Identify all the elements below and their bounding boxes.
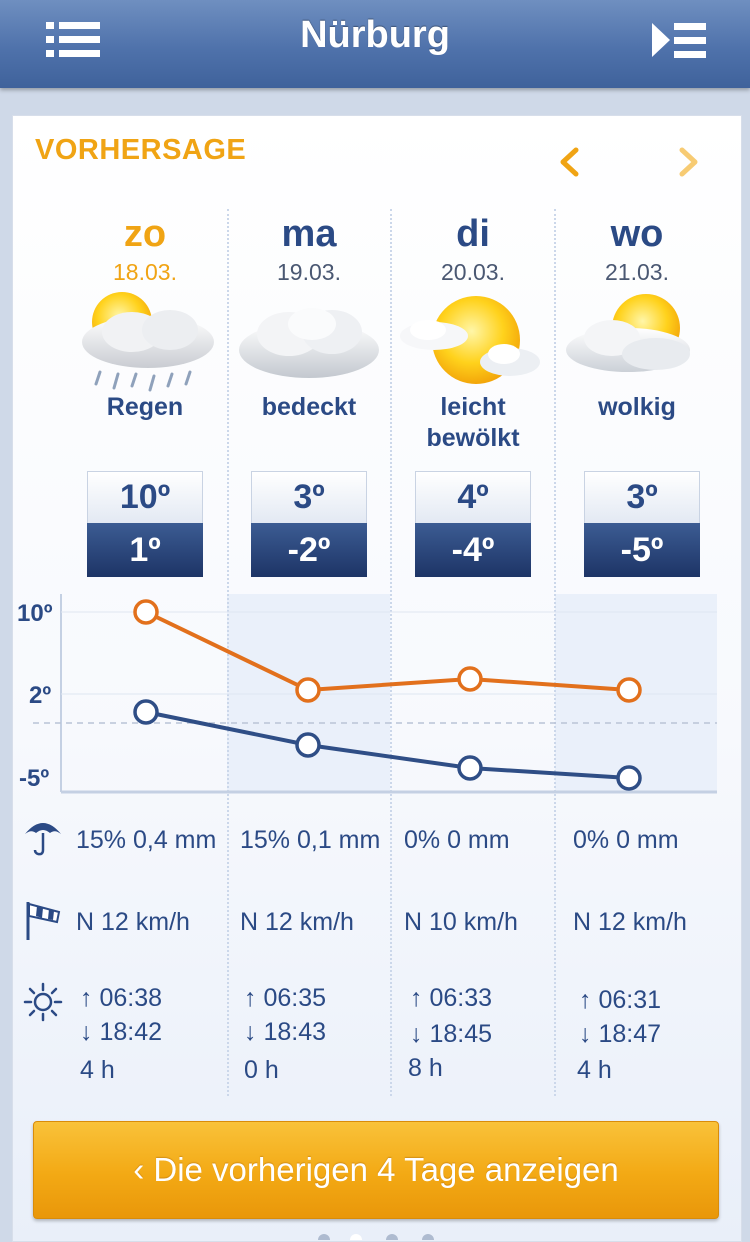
chevron-left-icon[interactable] (557, 146, 581, 178)
low-temp-line (145, 710, 630, 780)
day-of-week: zo (123, 213, 167, 255)
high-temp: 4º (415, 471, 531, 523)
day-of-week: di (456, 213, 490, 255)
high-temp-point (616, 677, 642, 703)
sun-hours: 0 h (244, 1056, 279, 1084)
list-menu-icon[interactable] (46, 20, 100, 60)
wind-value: N 12 km/h (573, 908, 687, 936)
page-indicator (318, 1234, 434, 1240)
day-column: di 20.03. leicht bewölkt (391, 211, 555, 454)
sun-hours: 4 h (80, 1056, 115, 1084)
high-temp-line (145, 610, 630, 693)
sunset-time: ↓ 18:43 (244, 1018, 327, 1046)
sunrise-time: ↑ 06:31 (579, 986, 662, 1014)
temperature-box: 4º -4º (415, 471, 531, 577)
overcast-cloud-icon (239, 308, 379, 378)
precip-value: 15% 0,1 mm (240, 826, 381, 854)
section-title: VORHERSAGE (35, 134, 247, 166)
precip-value: 0% 0 mm (573, 826, 679, 854)
high-temp: 3º (251, 471, 367, 523)
day-column: wo 21.03. wolkig (555, 211, 719, 423)
sunrise-time: ↑ 06:33 (410, 984, 493, 1012)
day-of-week: ma (281, 213, 337, 255)
sunrise-time: ↑ 06:35 (244, 984, 327, 1012)
day-column: ma 19.03. bedeckt (227, 211, 391, 423)
sun-cloud-rain-icon (82, 292, 214, 392)
sunrise-time: ↑ 06:38 (80, 984, 163, 1012)
temperature-chart (33, 594, 717, 794)
low-temp-point (457, 755, 483, 781)
forecast-card: VORHERSAGE zo 18.03. Regen (12, 115, 742, 1242)
windsock-icon (26, 902, 61, 940)
day-date: 18.03. (113, 259, 177, 285)
sun-cloud-icon (566, 294, 690, 372)
umbrella-icon (25, 823, 61, 856)
wind-value: N 12 km/h (76, 908, 190, 936)
sun-icon (23, 982, 63, 1022)
app-header: Nürburg (0, 0, 750, 88)
low-temp: -5º (584, 523, 700, 577)
high-temp: 10º (87, 471, 203, 523)
wind-value: N 12 km/h (240, 908, 354, 936)
low-temp-point (133, 699, 159, 725)
column-divider (390, 209, 392, 1096)
high-temp-point (457, 666, 483, 692)
condition-label: Regen (106, 393, 184, 421)
sunset-time: ↓ 18:47 (579, 1020, 662, 1048)
temperature-box: 3º -5º (584, 471, 700, 577)
day-of-week: wo (610, 213, 664, 255)
y-tick-label: 10º (17, 600, 53, 627)
chevron-right-icon[interactable] (677, 146, 701, 178)
day-date: 20.03. (441, 259, 505, 285)
high-temp-point (295, 677, 321, 703)
y-tick-label: -5º (19, 765, 50, 792)
precip-value: 15% 0,4 mm (76, 826, 217, 854)
page-title: Nürburg (300, 14, 450, 56)
temperature-box: 3º -2º (251, 471, 367, 577)
condition-label: wolkig (598, 393, 676, 421)
low-temp-point (616, 765, 642, 791)
condition-label: leicht bewölkt (426, 393, 520, 452)
play-list-icon[interactable] (650, 20, 708, 60)
sun-hours: 8 h (408, 1054, 443, 1082)
low-temp: 1º (87, 523, 203, 577)
day-date: 19.03. (277, 259, 341, 285)
day-column: zo 18.03. Regen (63, 211, 227, 423)
condition-label: bedeckt (261, 393, 357, 421)
temperature-box: 10º 1º (87, 471, 203, 577)
low-temp: -4º (415, 523, 531, 577)
low-temp-point (295, 732, 321, 758)
sun-small-cloud-icon (400, 296, 540, 384)
previous-days-button[interactable]: ‹ Die vorherigen 4 Tage anzeigen (33, 1121, 719, 1219)
high-temp: 3º (584, 471, 700, 523)
sun-hours: 4 h (577, 1056, 612, 1084)
sunset-time: ↓ 18:42 (80, 1018, 163, 1046)
column-divider (554, 209, 556, 1096)
y-tick-label: 2º (29, 682, 52, 709)
precip-value: 0% 0 mm (404, 826, 510, 854)
day-date: 21.03. (605, 259, 669, 285)
high-temp-point (133, 599, 159, 625)
wind-value: N 10 km/h (404, 908, 518, 936)
sunset-time: ↓ 18:45 (410, 1020, 493, 1048)
low-temp: -2º (251, 523, 367, 577)
